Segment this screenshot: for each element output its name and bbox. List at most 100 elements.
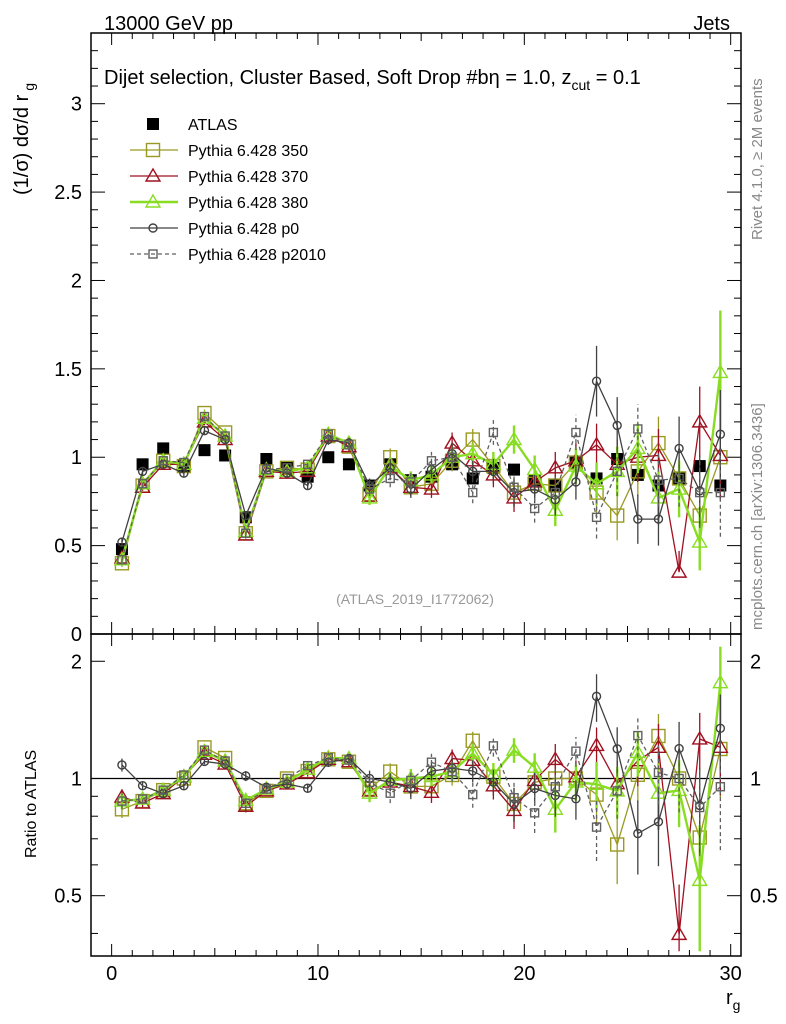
main-marker: [550, 487, 560, 498]
main-series-line: [121, 411, 721, 564]
ratio-marker: [571, 794, 581, 804]
ratio-marker: [423, 783, 440, 799]
ratio-marker: [179, 770, 189, 780]
main-marker: [591, 376, 602, 386]
ratio-marker: [591, 691, 602, 702]
main-marker: [550, 494, 560, 505]
y-tick-label-ratio-right: 0.5: [750, 886, 778, 908]
main-marker: [691, 413, 708, 428]
main-marker: [179, 457, 189, 468]
data-point: [508, 463, 521, 476]
ratio-marker: [488, 741, 499, 751]
ratio-marker: [385, 788, 395, 798]
legend-item-3: Pythia 6.428 380: [130, 193, 308, 212]
main-marker: [591, 512, 602, 523]
data-point: [136, 458, 149, 471]
ratio-series-line: [121, 734, 721, 847]
ratio-marker: [529, 808, 540, 818]
ratio-marker: [488, 777, 499, 787]
y-tick-label-main: 0.5: [54, 536, 82, 558]
main-marker: [488, 427, 499, 438]
header-right: Jets: [693, 13, 730, 35]
ratio-marker: [323, 753, 334, 763]
main-marker: [670, 480, 688, 495]
ratio-marker: [691, 871, 708, 887]
main-marker: [423, 480, 440, 495]
main-marker: [426, 456, 437, 466]
legend-label: Pythia 6.428 380: [188, 195, 308, 212]
side-label-mcplots: mcplots.cern.ch [arXiv:1306.3436]: [749, 403, 766, 630]
ratio-marker: [547, 751, 564, 766]
main-marker: [571, 427, 581, 438]
main-marker: [612, 420, 622, 431]
ratio-marker: [468, 789, 478, 800]
ratio-marker: [199, 745, 210, 755]
y-axis-label-main: (1/σ) dσ/d rg: [11, 83, 37, 195]
ratio-marker: [426, 757, 437, 767]
main-marker: [468, 487, 478, 498]
ratio-marker: [361, 784, 378, 799]
main-marker: [241, 528, 251, 538]
ratio-marker: [571, 746, 581, 756]
y-tick-label-ratio: 1: [71, 768, 82, 790]
ratio-series-line: [121, 734, 721, 829]
title-main: Dijet selection, Cluster Based, Soft Dro…: [104, 67, 489, 89]
main-marker: [385, 473, 395, 484]
ratio-marker: [591, 822, 602, 832]
ratio-marker: [633, 730, 643, 741]
main-marker: [609, 508, 625, 523]
ratio-panel: [90, 633, 742, 957]
main-marker: [323, 429, 334, 439]
main-marker: [509, 487, 519, 498]
ratio-marker: [447, 766, 457, 777]
main-marker: [529, 484, 540, 494]
y-axis-label-ratio: Ratio to ATLAS: [23, 750, 40, 858]
main-marker: [282, 463, 292, 473]
legend-marker: [145, 142, 161, 158]
data-point: [322, 451, 335, 464]
series-0: [115, 442, 727, 556]
ratio-series-line: [121, 682, 722, 881]
ratio-marker: [241, 798, 251, 808]
y-tick-label-ratio: 2: [71, 651, 82, 673]
ratio-marker: [423, 768, 440, 783]
y-tick-label-ratio: 0.5: [54, 886, 82, 908]
ratio-marker: [158, 785, 168, 795]
legend-item-5: Pythia 6.428 p2010: [130, 247, 326, 264]
side-label-rivet: Rivet 4.1.0, ≥ 2M events: [749, 78, 766, 240]
ratio-marker: [302, 760, 313, 771]
title-beta: η = 1.0, z: [489, 67, 572, 89]
main-marker: [712, 363, 729, 379]
main-marker: [464, 445, 481, 460]
main-marker: [199, 411, 210, 422]
ratio-marker: [117, 796, 127, 806]
main-marker: [137, 466, 148, 477]
legend: ATLAS Pythia 6.428 350 Pythia 6.428 370 Pyt…: [130, 117, 326, 264]
main-marker: [509, 482, 519, 492]
ratio-marker: [364, 777, 375, 788]
legend-label: ATLAS: [188, 117, 238, 134]
y-tick-label-main: 3: [71, 94, 82, 116]
ratio-marker: [670, 925, 688, 941]
main-marker: [488, 466, 499, 477]
main-marker: [526, 461, 543, 476]
ratio-marker: [712, 674, 729, 689]
main-marker: [691, 533, 708, 548]
y-tick-label-main: 1.5: [54, 359, 82, 381]
ratio-marker: [550, 782, 560, 792]
header-left: 13000 GeV pp: [104, 13, 233, 35]
ratio-marker: [629, 744, 647, 759]
ratio-marker: [588, 737, 605, 752]
main-marker: [468, 466, 478, 477]
main-marker: [199, 426, 210, 436]
main-marker: [547, 459, 564, 474]
ratio-marker: [509, 793, 519, 803]
ratio-marker: [261, 784, 272, 794]
main-marker: [571, 477, 581, 487]
watermark: (ATLAS_2019_I1772062): [336, 591, 494, 607]
main-marker: [344, 440, 354, 450]
main-marker: [179, 468, 189, 478]
ratio-marker: [609, 837, 625, 852]
x-axis-label-sub: g: [733, 997, 741, 1013]
